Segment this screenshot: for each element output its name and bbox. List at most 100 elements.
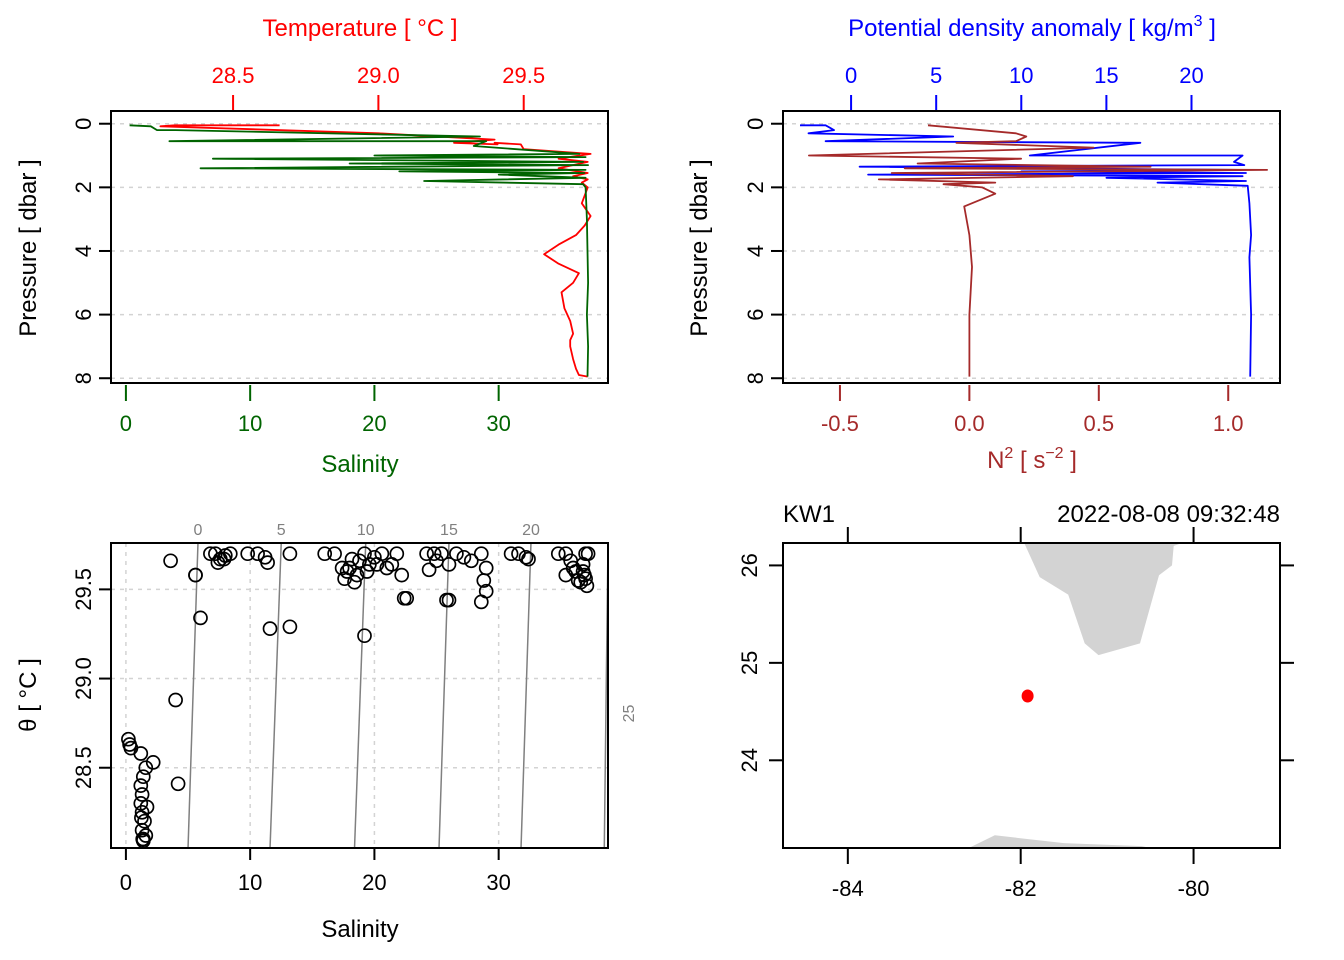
panel-ts-diagram: Salinity θ [ °C ] 0 5 10 15 20 25 0 10 20 30 28.5…: [15, 522, 638, 943]
superscript-3: 3: [1194, 13, 1203, 30]
ts-point: [139, 799, 155, 815]
top-axis-title-density: Potential density anomaly [ kg/m3 ]: [848, 13, 1216, 42]
ts-point: [250, 546, 265, 562]
latitude-label: 24: [737, 748, 762, 772]
ts-point: [426, 546, 442, 562]
isopycnal-label: 25: [621, 705, 638, 723]
ts-point: [577, 567, 592, 583]
land-polygons: [968, 543, 1183, 848]
ts-point: [456, 549, 472, 565]
isopycnal-label: 15: [440, 522, 458, 539]
top-tick-label: 0: [845, 63, 857, 88]
map-frame: [782, 542, 1281, 849]
series-line-temperature: [159, 124, 592, 378]
ts-point: [463, 553, 479, 569]
axes: 0 10 20 30 28.5 29.0 29.5: [71, 568, 511, 895]
ts-point: [137, 813, 152, 829]
ts-point: [240, 546, 256, 562]
y-tick-label: 6: [743, 308, 768, 320]
bottom-tick-label: 1.0: [1213, 411, 1244, 436]
latitude-label: 25: [737, 651, 762, 675]
ts-point: [138, 828, 154, 843]
bottom-tick-label: 0.0: [954, 411, 985, 436]
grid-lines: [111, 122, 608, 379]
ts-point: [439, 592, 454, 608]
y-tick-label: 2: [743, 181, 768, 193]
plot-frame: [110, 542, 609, 849]
panel-ts-profile: Temperature [ °C ] Salinity Pressure [ d…: [15, 15, 609, 478]
ts-point: [133, 746, 149, 761]
isopycnal-label: 5: [277, 522, 286, 539]
isopycnal-line: [187, 542, 199, 849]
density-title-main: Potential density anomaly [ kg/m: [848, 15, 1194, 42]
ts-point: [121, 731, 136, 747]
ts-point: [476, 573, 492, 588]
top-tick-label: 5: [930, 63, 942, 88]
ts-point: [473, 594, 489, 610]
longitude-label: -82: [1005, 876, 1037, 901]
series-line-salinity: [129, 124, 589, 377]
y-tick-label: 2: [71, 181, 96, 193]
ts-point: [145, 755, 161, 770]
ts-point: [163, 553, 178, 569]
grid-lines: [783, 122, 1280, 379]
series-line-n2: [808, 124, 1268, 377]
x-tick-label: 10: [238, 870, 262, 895]
station-marker-layer: [1021, 689, 1034, 703]
y-tick-label: 8: [71, 372, 96, 384]
ts-point: [550, 546, 566, 562]
ts-point: [419, 546, 434, 562]
plot-frame: [110, 110, 609, 384]
panel-density-profile: Potential density anomaly [ kg/m3 ] N 2 […: [686, 13, 1281, 474]
isopycnal-line: [520, 542, 532, 849]
ts-point: [339, 564, 355, 579]
axes: -84 -82 -80 24 25 26: [737, 527, 1294, 901]
n2-title-main: N: [987, 447, 1004, 474]
ts-point: [133, 778, 149, 793]
ts-point: [170, 776, 186, 792]
x-tick-label: 0: [120, 870, 132, 895]
ts-point: [518, 549, 534, 565]
x-tick-label: 20: [362, 870, 386, 895]
station-name: KW1: [783, 501, 835, 528]
ts-point: [389, 546, 405, 562]
top-tick-label: 29.5: [502, 63, 545, 88]
ts-point: [282, 546, 298, 562]
isopycnal-line: [269, 542, 282, 849]
n2-title-mid: [ s: [1013, 447, 1045, 474]
ts-point: [317, 546, 333, 562]
ts-point: [327, 546, 342, 562]
ts-point: [503, 546, 519, 562]
ts-point: [394, 567, 410, 583]
bottom-tick-label: 20: [362, 411, 386, 436]
n2-title-close: ]: [1064, 447, 1077, 474]
ts-point: [193, 610, 208, 626]
ts-point: [429, 553, 444, 569]
y-tick-label: 29.0: [71, 657, 96, 700]
y-tick-label: 0: [71, 118, 96, 130]
ts-point: [357, 628, 372, 644]
plot-frame: [782, 110, 1281, 384]
isopycnal-label: 0: [194, 522, 203, 539]
bottom-tick-label: 10: [238, 411, 262, 436]
top-tick-label: 28.5: [212, 63, 255, 88]
bottom-tick-label: 0.5: [1084, 411, 1115, 436]
ts-point: [135, 769, 151, 785]
top-tick-label: 15: [1094, 63, 1118, 88]
longitude-label: -80: [1178, 876, 1210, 901]
land-cuba-coast: [968, 835, 1151, 848]
ts-point: [367, 549, 382, 565]
top-tick-label: 20: [1179, 63, 1203, 88]
bottom-tick-label: 0: [120, 411, 132, 436]
ts-point: [260, 555, 275, 570]
y-axis-title-pressure: Pressure [ dbar ]: [15, 159, 42, 336]
top-tick-label: 10: [1009, 63, 1033, 88]
land-florida-peninsula: [1024, 543, 1183, 656]
ts-point: [359, 564, 375, 579]
longitude-label: -84: [832, 876, 864, 901]
station-marker: [1021, 689, 1034, 703]
latitude-label: 26: [737, 553, 762, 577]
ts-point: [134, 804, 150, 820]
isopycnal-label: 10: [357, 522, 375, 539]
